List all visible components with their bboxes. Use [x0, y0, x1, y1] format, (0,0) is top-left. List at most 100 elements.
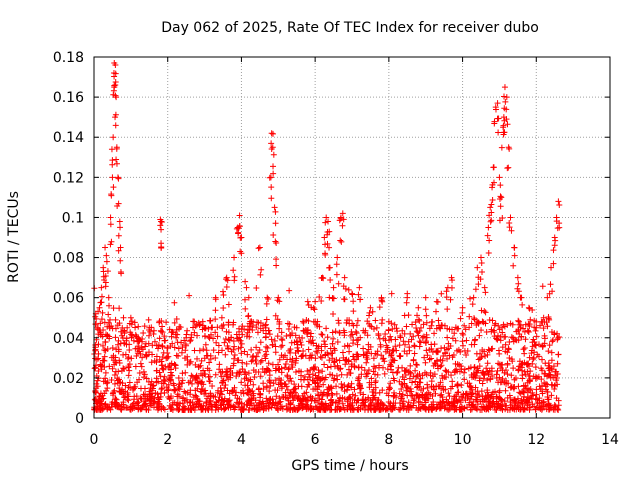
y-tick-label: 0.04 [53, 331, 84, 347]
data-point-baseline [537, 322, 544, 329]
data-point [510, 262, 517, 269]
data-point-baseline [552, 403, 559, 410]
data-point-baseline [209, 383, 216, 390]
y-tick-label: 0.1 [62, 210, 84, 226]
data-point [266, 174, 273, 181]
data-point-baseline [444, 355, 451, 362]
data-point-baseline [514, 395, 521, 402]
data-point-baseline [539, 283, 546, 290]
data-point-baseline [390, 402, 397, 409]
data-point-baseline [107, 316, 114, 323]
data-point-baseline [526, 354, 533, 361]
data-point-baseline [176, 386, 183, 393]
data-point-baseline [325, 384, 332, 391]
data-point [490, 179, 497, 186]
data-point-baseline [333, 390, 340, 397]
data-point-baseline [275, 406, 282, 413]
data-point [164, 344, 171, 351]
data-point [231, 273, 238, 280]
data-point-baseline [403, 406, 410, 413]
data-point-baseline [437, 363, 444, 370]
data-point-baseline [254, 329, 261, 336]
data-point [231, 254, 238, 261]
x-axis-ticks: 0 2 4 6 8 10 12 14 [90, 57, 619, 448]
data-point-baseline [210, 347, 217, 354]
data-point-baseline [275, 366, 282, 373]
data-point-baseline [147, 391, 154, 398]
data-point-baseline [177, 400, 184, 407]
data-point-baseline [175, 406, 182, 413]
data-point-baseline [388, 336, 395, 343]
data-point [270, 170, 277, 177]
data-point [111, 82, 118, 89]
data-point-baseline [97, 320, 104, 327]
data-point-baseline [204, 395, 211, 402]
data-point-baseline [396, 400, 403, 407]
data-point-baseline [225, 404, 232, 411]
data-point [115, 247, 122, 254]
data-point-baseline [159, 343, 166, 350]
data-point-baseline [260, 403, 267, 410]
data-point-baseline [443, 368, 450, 375]
data-point-baseline [195, 364, 202, 371]
data-point [514, 274, 521, 281]
data-point-baseline [429, 318, 436, 325]
data-point-baseline [406, 375, 413, 382]
data-point [263, 316, 270, 323]
data-point [124, 324, 131, 331]
data-point-baseline [171, 344, 178, 351]
data-point-baseline [351, 356, 358, 363]
data-point [112, 62, 119, 69]
data-point-baseline [102, 369, 109, 376]
data-point-baseline [368, 375, 375, 382]
data-point-baseline [305, 346, 312, 353]
data-point-baseline [504, 361, 511, 368]
data-point-baseline [278, 385, 285, 392]
data-point-baseline [449, 378, 456, 385]
y-tick-label: 0.16 [53, 90, 84, 106]
data-point-baseline [241, 348, 248, 355]
data-point-baseline [352, 328, 359, 335]
data-point [532, 341, 539, 348]
data-point-baseline [250, 402, 257, 409]
data-point [98, 284, 105, 291]
data-point-baseline [451, 400, 458, 407]
data-point-baseline [238, 379, 245, 386]
data-point-baseline [491, 388, 498, 395]
data-point-baseline [335, 317, 342, 324]
data-point-baseline [96, 401, 103, 408]
data-point [113, 145, 120, 152]
data-point-baseline [440, 353, 447, 360]
data-point [478, 254, 484, 261]
data-point-baseline [245, 370, 252, 377]
data-point-baseline [112, 368, 119, 375]
data-point [200, 346, 207, 353]
data-point-baseline [284, 372, 291, 379]
data-point-baseline [318, 347, 325, 354]
data-point-baseline [96, 393, 103, 400]
data-point [102, 279, 109, 286]
data-point-baseline [368, 399, 375, 406]
data-point-baseline [329, 350, 336, 357]
data-point-baseline [494, 332, 501, 339]
data-point-baseline [117, 340, 124, 347]
data-point [326, 228, 333, 235]
data-point-baseline [94, 383, 101, 390]
data-point [482, 289, 489, 296]
data-point [146, 327, 153, 334]
data-point [488, 209, 495, 216]
data-point-baseline [199, 378, 206, 385]
data-point-baseline [141, 401, 148, 408]
data-point-baseline [447, 405, 454, 412]
data-point [115, 200, 122, 207]
data-point-baseline [276, 356, 283, 363]
data-point-baseline [263, 343, 270, 350]
data-point [117, 244, 124, 251]
data-point [135, 335, 142, 342]
y-tick-label: 0.08 [53, 251, 84, 267]
data-point-baseline [334, 406, 341, 413]
data-point-baseline [509, 321, 516, 328]
data-point-baseline [414, 362, 421, 369]
data-point-baseline [261, 369, 268, 376]
data-point-baseline [545, 348, 552, 355]
